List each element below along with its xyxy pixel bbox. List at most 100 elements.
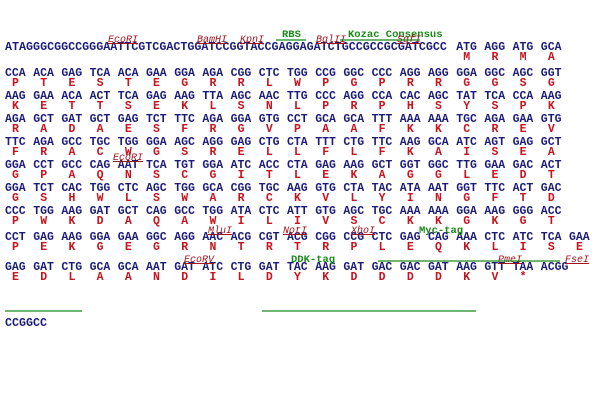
codon: GAT	[90, 205, 111, 218]
amino-acid: G	[463, 192, 470, 205]
tag-label: Myc-tag	[419, 225, 463, 237]
amino-acid: A	[97, 271, 104, 284]
amino-acid: S	[491, 100, 498, 113]
amino-acid: R	[435, 77, 442, 90]
amino-acid: S	[238, 100, 245, 113]
codon: CGG	[315, 231, 336, 244]
enzyme-label: NotI	[283, 226, 307, 237]
codon: ATG	[513, 41, 534, 54]
amino-acid: K	[68, 241, 75, 254]
amino-acid: E	[322, 169, 329, 182]
codon: CAG	[428, 231, 449, 244]
amino-acid: I	[238, 169, 245, 182]
codon: GGA	[456, 205, 477, 218]
codon: CTG	[231, 261, 252, 274]
amino-acid: Y	[463, 100, 470, 113]
amino-acid: D	[350, 271, 357, 284]
amino-acid: I	[294, 215, 301, 228]
amino-acid: F	[181, 123, 188, 136]
codon: TTT	[315, 136, 336, 149]
codon: GAA	[118, 231, 139, 244]
codon: TCT	[146, 113, 167, 126]
codon: CCT	[5, 231, 26, 244]
codon: AAG	[61, 205, 82, 218]
amino-acid: A	[125, 215, 132, 228]
codon: CAC	[61, 182, 82, 195]
amino-acid: Q	[153, 215, 160, 228]
amino-acid: R	[209, 123, 216, 136]
codon: CCG	[343, 231, 364, 244]
codon: TGG	[90, 182, 111, 195]
amino-acid: D	[407, 271, 414, 284]
codon: CAG	[146, 205, 167, 218]
amino-acid: *	[520, 271, 527, 284]
amino-acid: S	[181, 146, 188, 159]
amino-acid: E	[40, 241, 47, 254]
amino-acid: A	[68, 146, 75, 159]
codon: GAG	[231, 136, 252, 149]
codon: GCC	[61, 136, 82, 149]
amino-acid: P	[322, 77, 329, 90]
codon: GGA	[456, 67, 477, 80]
codon: TTA	[202, 90, 223, 103]
codon: CTG	[61, 261, 82, 274]
amino-acid: L	[379, 241, 386, 254]
codon: ACA	[118, 67, 139, 80]
codon: TTT	[372, 113, 393, 126]
codon: GCT	[90, 113, 111, 126]
amino-acid: K	[12, 100, 19, 113]
amino-acid: K	[181, 100, 188, 113]
amino-acid: T	[294, 241, 301, 254]
amino-acid: S	[153, 123, 160, 136]
amino-acid: A	[68, 169, 75, 182]
codon: TCA	[484, 90, 505, 103]
codon: ACC	[259, 159, 280, 172]
codon: GTG	[259, 113, 280, 126]
amino-acid: L	[266, 215, 273, 228]
amino-acid: G	[463, 77, 470, 90]
codon: GAT	[259, 261, 280, 274]
codon: TGG	[174, 182, 195, 195]
codon: CCA	[372, 90, 393, 103]
dna-sequence: ATAGGGCGGCCGGGAATTCGTCGACTGGATCCGGTACCGA…	[5, 41, 447, 54]
amino-acid: A	[548, 146, 555, 159]
amino-acid: G	[520, 215, 527, 228]
amino-acid: T	[520, 192, 527, 205]
codon: TCA	[541, 231, 562, 244]
dna-sequence: CCGGCC	[5, 317, 47, 330]
enzyme-label: KpnI	[240, 35, 264, 46]
amino-acid: L	[266, 77, 273, 90]
amino-acid: A	[548, 51, 555, 64]
amino-acid: D	[97, 215, 104, 228]
amino-acid: N	[209, 241, 216, 254]
codon: AAC	[202, 231, 223, 244]
amino-acid: W	[97, 192, 104, 205]
codon: AGA	[33, 136, 54, 149]
codon: AAA	[428, 113, 449, 126]
amino-acid: S	[435, 100, 442, 113]
codon: GAT	[343, 261, 364, 274]
codon: GGT	[400, 159, 421, 172]
amino-acid: R	[181, 241, 188, 254]
codon: GGT	[541, 67, 562, 80]
enzyme-label: BglII	[316, 34, 346, 46]
codon: AAT	[428, 182, 449, 195]
amino-acid: Y	[379, 192, 386, 205]
amino-acid: P	[350, 241, 357, 254]
amino-acid: N	[435, 192, 442, 205]
codon: CCC	[5, 205, 26, 218]
codon: GCC	[174, 205, 195, 218]
amino-acid: S	[153, 192, 160, 205]
amino-acid: L	[294, 100, 301, 113]
amino-acid: S	[153, 169, 160, 182]
codon: AGG	[428, 67, 449, 80]
codon: TCA	[146, 159, 167, 172]
codon: GAA	[513, 113, 534, 126]
codon: GCA	[315, 113, 336, 126]
amino-acid: W	[181, 192, 188, 205]
amino-acid: L	[68, 271, 75, 284]
codon: GCA	[343, 113, 364, 126]
codon: GAC	[513, 159, 534, 172]
codon: TTC	[484, 182, 505, 195]
codon: AAA	[456, 231, 477, 244]
